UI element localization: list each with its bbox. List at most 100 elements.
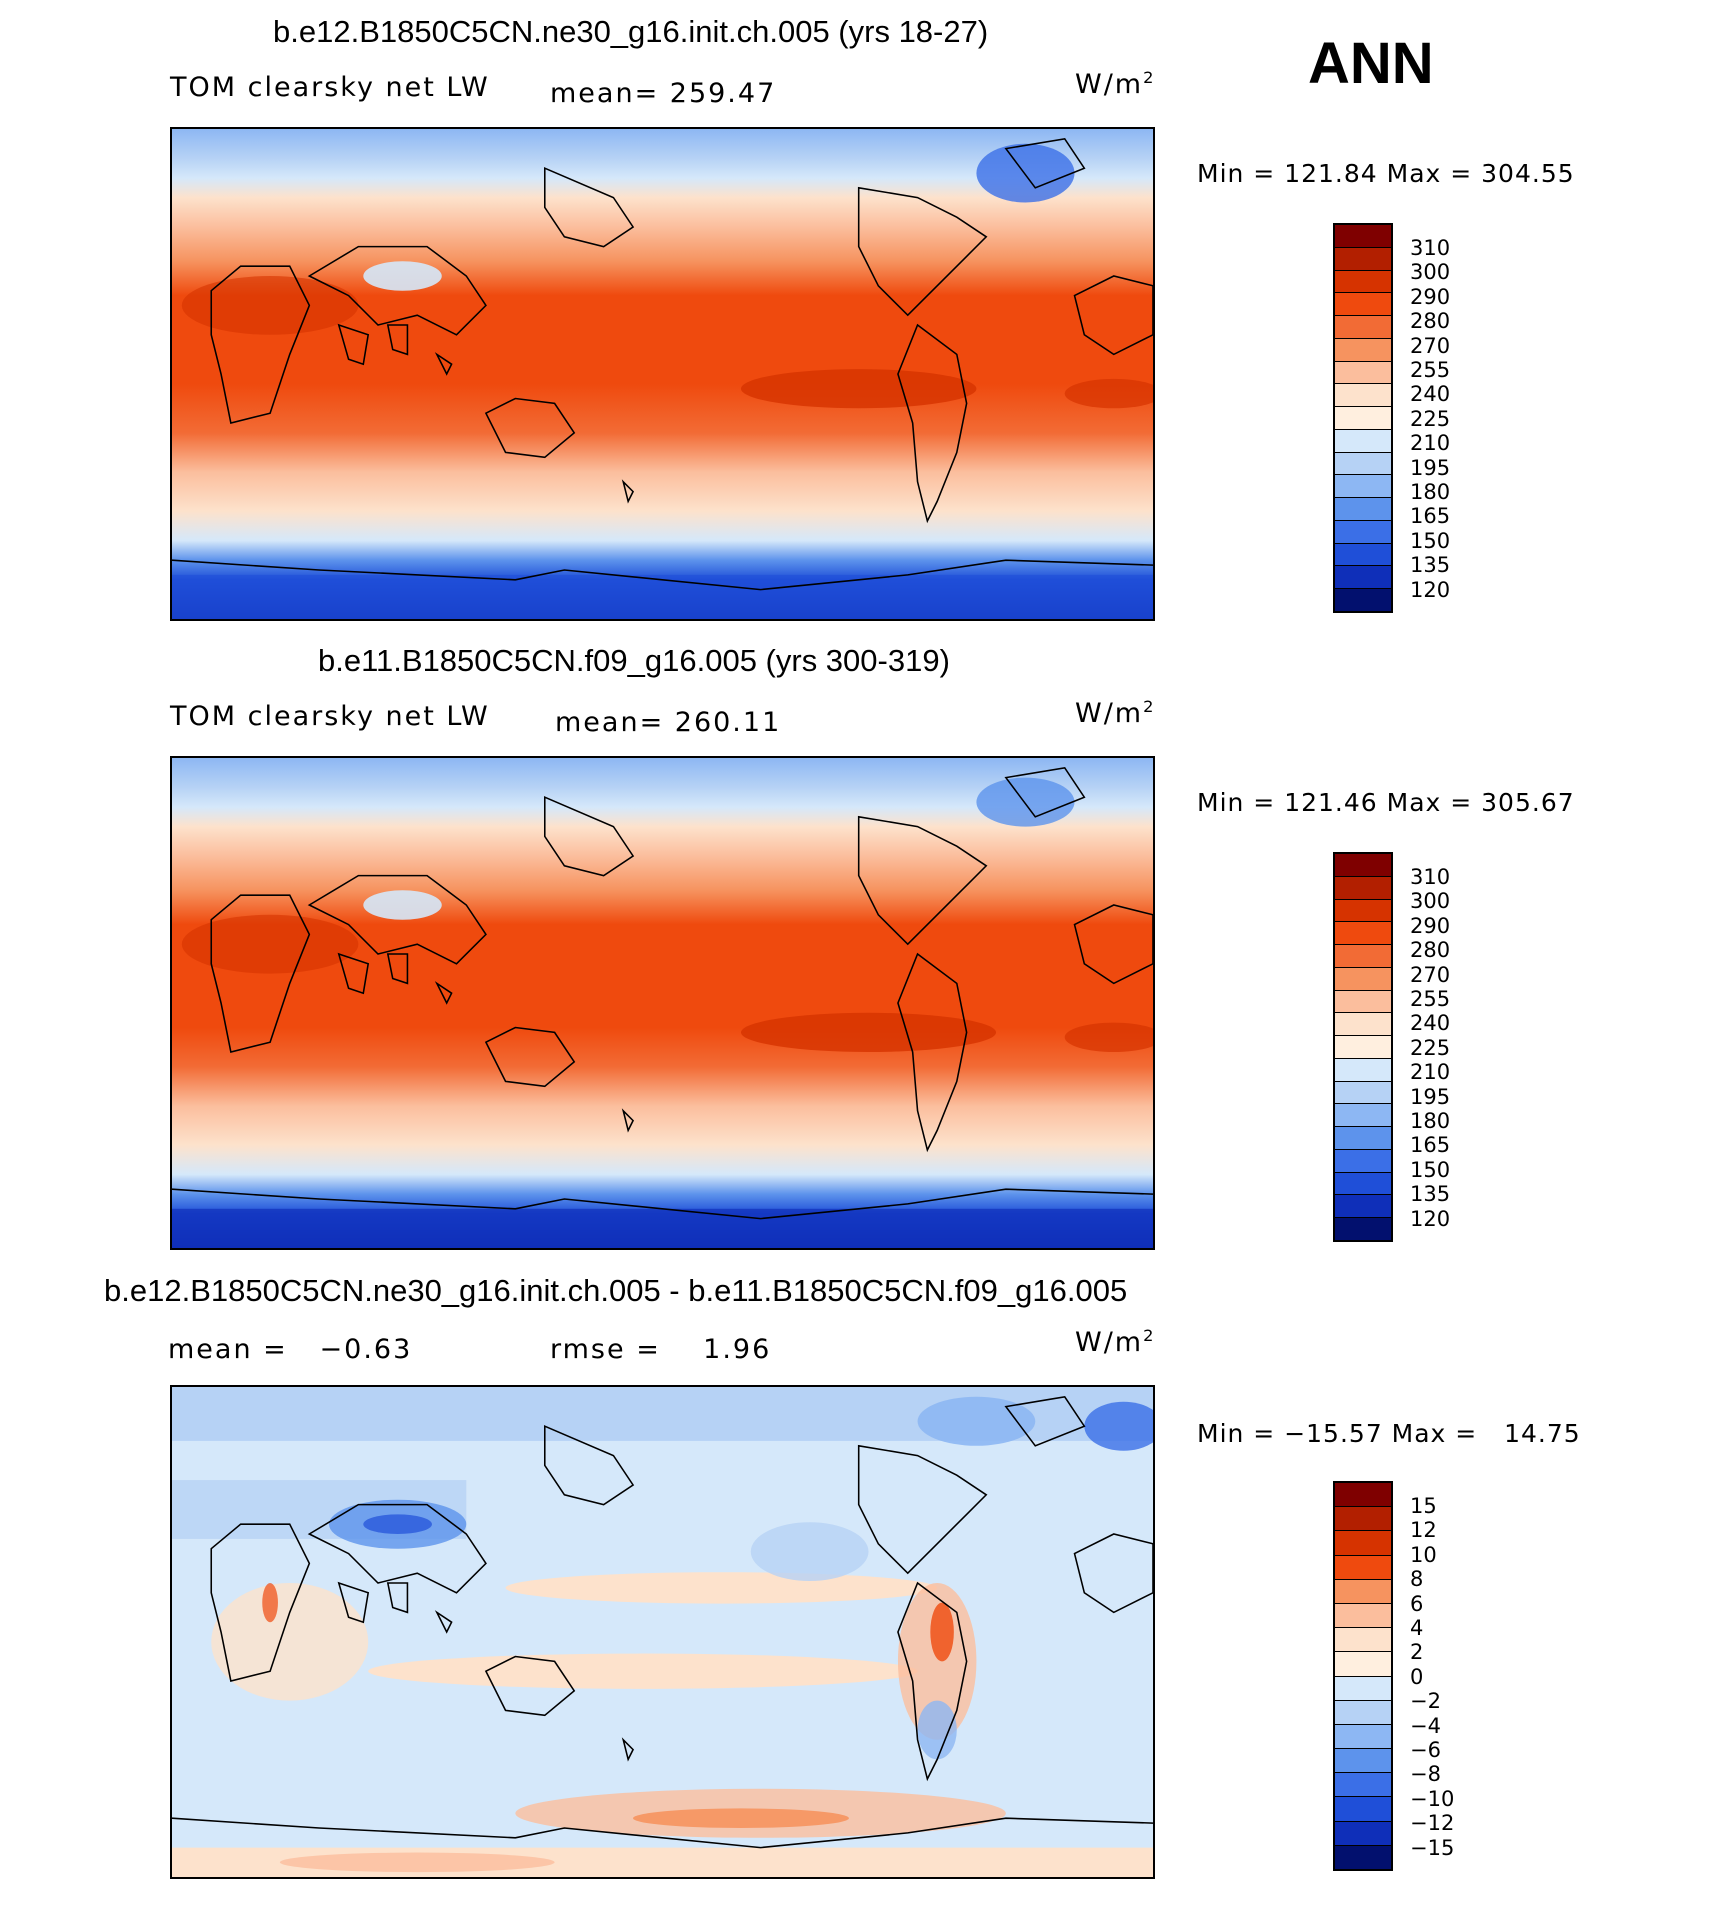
panel3-colorbar-swatch: [1335, 1749, 1391, 1774]
panel2-tick: 180: [1410, 1109, 1451, 1134]
panel3-tick: −2: [1410, 1689, 1441, 1714]
panel1-colorbar-swatch: [1335, 338, 1391, 362]
panel3-colorbar-swatch: [1335, 1603, 1391, 1629]
panel3-tick: 12: [1410, 1518, 1437, 1543]
panel2-colorbar-swatch: [1335, 967, 1391, 991]
panel1-colorbar-swatch: [1335, 361, 1391, 385]
panel3-colorbar-swatch: [1335, 1628, 1391, 1653]
panel2-colorbar-swatch: [1335, 1013, 1391, 1037]
panel1-colorbar-swatch: [1335, 429, 1391, 453]
panel1-tick: 120: [1410, 577, 1451, 602]
panel1-tick: 195: [1410, 455, 1451, 480]
panel3-colorbar-ticks: 15 12 10 8 6 4 2 0 −2 −4 −6 −8 −10 −12 −…: [1410, 1494, 1454, 1860]
panel3-tick: −10: [1410, 1786, 1455, 1811]
panel3-colorbar-swatch: [1335, 1483, 1391, 1508]
panel1-tick: 255: [1410, 358, 1451, 383]
panel1-tick: 210: [1410, 431, 1451, 456]
panel3-colorbar-swatch: [1335, 1724, 1391, 1750]
panel3-colorbar-swatch: [1335, 1821, 1391, 1846]
panel2-mean-label: mean= 260.11: [555, 707, 782, 738]
panel1-variable-label: TOM clearsky net LW: [170, 72, 490, 103]
panel2-tick: 195: [1410, 1084, 1451, 1109]
panel3-tick: 0: [1410, 1664, 1424, 1689]
panel2-colorbar: [1333, 852, 1393, 1242]
panel1-colorbar-swatch: [1335, 225, 1391, 248]
panel3-min-max: Min = −15.57 Max = 14.75: [1197, 1419, 1581, 1448]
panel2-tick: 165: [1410, 1133, 1451, 1158]
panel1-tick: 240: [1410, 382, 1451, 407]
panel3-tick: 10: [1410, 1542, 1437, 1567]
panel3-colorbar: [1333, 1481, 1393, 1871]
panel1-tick: 290: [1410, 284, 1451, 309]
panel3-tick: −4: [1410, 1713, 1441, 1738]
panel2-tick: 270: [1410, 962, 1451, 987]
panel3-colorbar-swatch: [1335, 1531, 1391, 1556]
panel1-colorbar-swatch: [1335, 247, 1391, 271]
panel2-colorbar-swatch: [1335, 1218, 1391, 1241]
panel3-tick: −8: [1410, 1762, 1441, 1787]
panel1-colorbar-swatch: [1335, 452, 1391, 476]
panel1-tick: 300: [1410, 260, 1451, 285]
panel3-tick: 4: [1410, 1616, 1424, 1641]
panel1-map: [170, 127, 1155, 621]
panel2-colorbar-swatch: [1335, 1149, 1391, 1173]
panel2-colorbar-swatch: [1335, 922, 1391, 946]
panel3-tick: 8: [1410, 1567, 1424, 1592]
panel1-tick: 280: [1410, 309, 1451, 334]
panel2-tick: 240: [1410, 1011, 1451, 1036]
panel3-colorbar-swatch: [1335, 1652, 1391, 1677]
panel2-min-max: Min = 121.46 Max = 305.67: [1197, 788, 1575, 817]
panel1-mean-label: mean= 259.47: [550, 78, 777, 109]
panel1-tick: 150: [1410, 528, 1451, 553]
panel2-colorbar-swatch: [1335, 1036, 1391, 1059]
panel2-colorbar-swatch: [1335, 1104, 1391, 1128]
panel3-tick: −15: [1410, 1835, 1455, 1860]
panel2-tick: 280: [1410, 938, 1451, 963]
panel2-colorbar-swatch: [1335, 990, 1391, 1014]
panel1-tick: 225: [1410, 406, 1451, 431]
panel3-tick: 6: [1410, 1591, 1424, 1616]
panel3-title: b.e12.B1850C5CN.ne30_g16.init.ch.005 - b…: [104, 1273, 1128, 1308]
panel2-tick: 120: [1410, 1206, 1451, 1231]
panel3-colorbar-swatch: [1335, 1773, 1391, 1798]
season-label: ANN: [1308, 31, 1434, 96]
panel3-colorbar-swatch: [1335, 1579, 1391, 1604]
panel2-tick: 225: [1410, 1035, 1451, 1060]
panel3-map: [170, 1385, 1155, 1879]
panel1-colorbar-swatch: [1335, 316, 1391, 339]
panel3-tick: −6: [1410, 1738, 1441, 1763]
panel1-min-max: Min = 121.84 Max = 304.55: [1197, 159, 1575, 188]
panel1-colorbar-swatch: [1335, 293, 1391, 317]
panel2-tick: 210: [1410, 1060, 1451, 1085]
panel2-map: [170, 756, 1155, 1250]
panel1-colorbar-swatch: [1335, 589, 1391, 612]
panel1-tick: 310: [1410, 236, 1451, 260]
panel1-tick: 135: [1410, 553, 1451, 578]
panel2-colorbar-swatch: [1335, 1172, 1391, 1196]
panel3-colorbar-swatch: [1335, 1845, 1391, 1869]
panel2-colorbar-swatch: [1335, 1195, 1391, 1219]
panel2-tick: 255: [1410, 987, 1451, 1012]
panel2-unit-label: W/m2: [1075, 697, 1156, 729]
panel3-tick: 15: [1410, 1494, 1437, 1518]
panel1-colorbar-swatch: [1335, 498, 1391, 521]
panel2-tick: 150: [1410, 1157, 1451, 1182]
panel2-variable-label: TOM clearsky net LW: [170, 701, 490, 732]
panel1-colorbar-swatch: [1335, 475, 1391, 499]
panel1-title: b.e12.B1850C5CN.ne30_g16.init.ch.005 (yr…: [273, 14, 989, 49]
panel1-tick: 180: [1410, 480, 1451, 505]
panel2-colorbar-swatch: [1335, 1081, 1391, 1105]
panel2-colorbar-swatch: [1335, 1127, 1391, 1150]
panel1-tick: 165: [1410, 504, 1451, 529]
panel2-colorbar-swatch: [1335, 945, 1391, 968]
panel2-tick: 300: [1410, 889, 1451, 914]
panel3-colorbar-swatch: [1335, 1797, 1391, 1822]
panel1-colorbar-swatch: [1335, 543, 1391, 567]
panel2-colorbar-swatch: [1335, 1058, 1391, 1082]
panel3-colorbar-swatch: [1335, 1555, 1391, 1580]
panel3-tick: 2: [1410, 1640, 1424, 1665]
panel1-unit-label: W/m2: [1075, 68, 1156, 100]
panel2-tick: 135: [1410, 1182, 1451, 1207]
panel3-unit-label: W/m2: [1075, 1326, 1156, 1358]
panel1-colorbar-swatch: [1335, 384, 1391, 408]
